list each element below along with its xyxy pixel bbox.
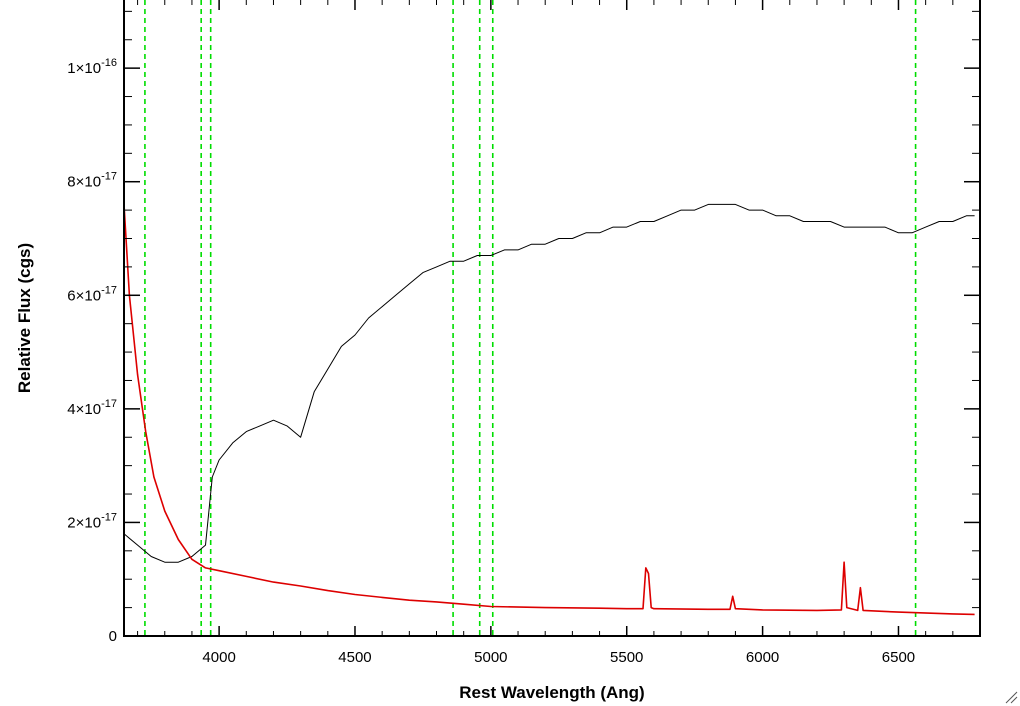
y-tick-label: 1×10-16 bbox=[67, 57, 117, 77]
x-tick-label: 5000 bbox=[474, 649, 507, 666]
series-layer bbox=[123, 203, 975, 616]
x-tick-label: 4000 bbox=[202, 649, 235, 666]
x-tick-label: 4500 bbox=[338, 649, 371, 666]
y-tick-label: 4×10-17 bbox=[67, 398, 117, 418]
model-series-line bbox=[123, 204, 975, 616]
y-tick-label: 2×10-17 bbox=[67, 511, 117, 531]
x-axis-label: Rest Wavelength (Ang) bbox=[459, 683, 644, 702]
x-tick-label: 5500 bbox=[610, 649, 643, 666]
y-axis-label: Relative Flux (cgs) bbox=[15, 243, 34, 393]
x-tick-label: 6000 bbox=[746, 649, 779, 666]
reference-lines bbox=[144, 0, 917, 636]
y-tick-label: 0 bbox=[109, 628, 117, 645]
y-tick-label: 8×10-17 bbox=[67, 171, 117, 191]
axis-ticks bbox=[124, 0, 981, 637]
resize-grip-icon[interactable] bbox=[1004, 690, 1018, 704]
y-tick-label: 6×10-17 bbox=[67, 284, 117, 304]
tick-labels: 4000 4500 5000 5500 6000 6500 0 2×10-17 4×10-17 6… bbox=[67, 57, 915, 666]
plot-frame bbox=[123, 0, 981, 637]
spectrum-series-line bbox=[123, 203, 975, 563]
x-tick-label: 6500 bbox=[882, 649, 915, 666]
